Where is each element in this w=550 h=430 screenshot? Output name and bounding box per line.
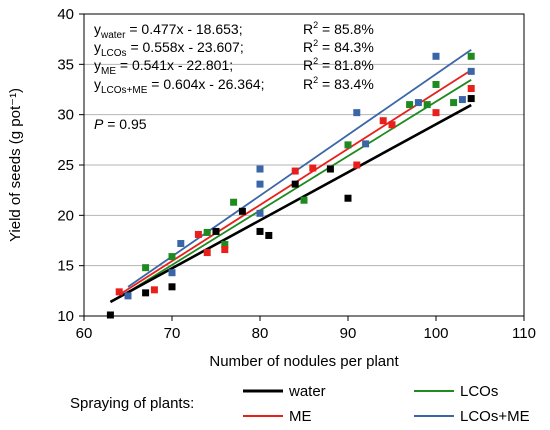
fit-line-lcos-me (127, 48, 472, 288)
equation-text: yLCOs+ME = 0.604x - 26.364; (94, 76, 265, 96)
point-water (467, 95, 475, 103)
data-points (106, 52, 475, 319)
point-water (344, 194, 352, 202)
x-tick-label: 100 (423, 325, 448, 342)
point-lcos (450, 99, 458, 107)
point-lcos (467, 52, 475, 60)
point-water (256, 227, 264, 235)
axis-ticks: 10 15 20 25 30 35 40 60 70 80 90 100 110 (57, 6, 536, 342)
r-squared-text: R2 = 85.8% (303, 20, 374, 37)
r-squared-text: R2 = 84.3% (303, 38, 374, 55)
point-lcos (221, 241, 229, 249)
y-tick-label: 20 (57, 207, 74, 224)
x-tick-label: 80 (252, 325, 269, 342)
equation-text: ywater = 0.477x - 18.653; (94, 21, 243, 41)
point-lcos-me (124, 292, 132, 300)
point-lcos (230, 198, 238, 206)
point-lcos (344, 141, 352, 149)
point-lcos-me (458, 96, 466, 104)
point-water (238, 207, 246, 215)
equation-text: yME = 0.541x - 22.801; (94, 57, 233, 77)
legend-label: LCOs+ME (460, 408, 530, 425)
y-tick-label: 10 (57, 308, 74, 325)
x-axis-label: Number of nodules per plant (209, 353, 399, 370)
y-tick-label: 40 (57, 6, 74, 23)
fit-line-water (109, 103, 472, 304)
x-tick-label: 90 (340, 325, 357, 342)
point-lcos (406, 101, 414, 109)
point-lcos-me (256, 180, 264, 188)
point-me (388, 121, 396, 129)
y-tick-label: 35 (57, 56, 74, 73)
point-lcos-me (256, 165, 264, 173)
point-lcos-me (467, 67, 475, 75)
x-tick-label: 110 (512, 325, 536, 342)
y-tick-label: 25 (57, 157, 74, 174)
point-me (194, 230, 202, 238)
point-me (432, 109, 440, 117)
legend-label: LCOs (460, 383, 498, 400)
point-lcos (142, 264, 150, 272)
point-me (221, 246, 229, 254)
y-tick-label: 15 (57, 258, 74, 275)
y-tick-label: 30 (57, 107, 74, 124)
point-water (168, 283, 176, 291)
r-squared-text: R2 = 81.8% (303, 56, 374, 73)
point-water (326, 165, 334, 173)
point-me (150, 286, 158, 294)
point-me (379, 117, 387, 125)
point-water (142, 289, 150, 297)
equation-text: yLCOs = 0.558x - 23.607; (94, 39, 244, 59)
legend-title: Spraying of plants: (70, 395, 194, 412)
point-water (265, 231, 273, 239)
point-water (291, 180, 299, 188)
point-lcos (203, 228, 211, 236)
point-lcos (168, 253, 176, 261)
point-me (467, 84, 475, 92)
point-me (203, 249, 211, 257)
point-lcos (423, 101, 431, 109)
point-lcos (432, 80, 440, 88)
point-water (106, 311, 114, 319)
point-lcos-me (177, 240, 185, 248)
point-water (212, 227, 220, 235)
point-me (115, 288, 123, 296)
point-me (309, 164, 317, 172)
x-tick-label: 70 (164, 325, 181, 342)
point-lcos-me (353, 109, 361, 117)
legend-label: water (288, 383, 326, 400)
legend: Spraying of plants: water LCOs ME LCOs+ME (70, 383, 530, 425)
point-lcos-me (362, 140, 370, 148)
point-lcos-me (168, 269, 176, 277)
y-axis-label: Yield of seeds (g pot⁻¹) (7, 88, 24, 242)
fit-line-lcos (118, 79, 472, 299)
equations: ywater = 0.477x - 18.653; R2 = 85.8% yLCOs… (94, 20, 374, 132)
point-me (353, 161, 361, 169)
legend-label: ME (289, 408, 312, 425)
p-value-text: P = 0.95 (94, 116, 147, 132)
point-lcos-me (256, 209, 264, 217)
point-lcos (300, 196, 308, 204)
r-squared-text: R2 = 83.4% (303, 75, 374, 92)
x-tick-label: 60 (76, 325, 93, 342)
point-lcos-me (432, 52, 440, 60)
point-me (291, 167, 299, 175)
point-lcos-me (414, 99, 422, 107)
